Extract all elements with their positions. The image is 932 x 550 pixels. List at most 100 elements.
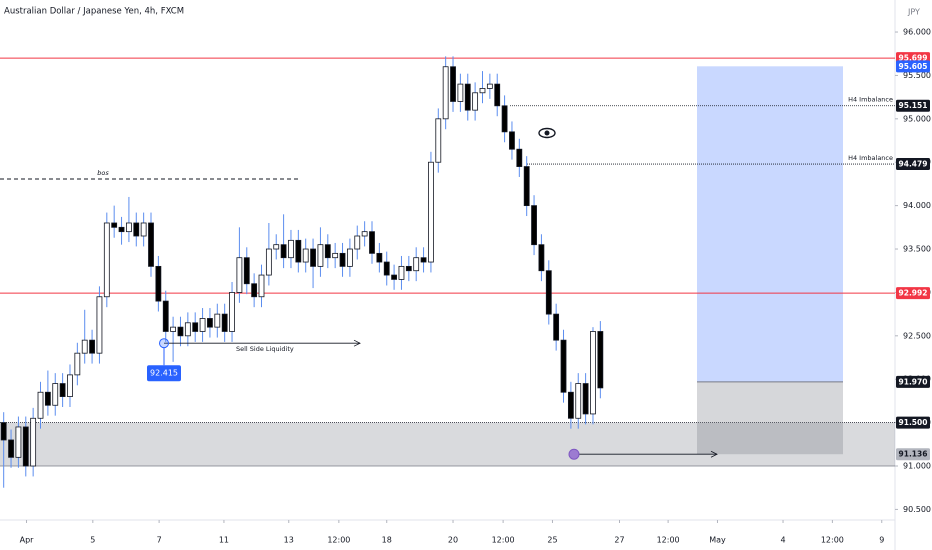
candle-body [501,105,508,133]
stop-box [697,381,843,455]
candle-body [52,383,59,406]
price-tag-text: 91.500 [899,418,928,427]
candle-body [398,265,405,280]
candle-body [472,92,479,111]
candle-body [81,339,88,354]
candle-body [346,248,353,267]
price-tag [896,99,930,112]
candle-body [494,83,501,107]
candle-body [236,257,243,293]
candle-body [258,274,265,298]
arrow-head [710,450,718,458]
candle-body [302,248,309,263]
y-tick-label: 95.000 [903,114,931,123]
price-tag-text: 95.699 [899,54,928,63]
price-tag [896,60,930,73]
liquidity-point [159,338,169,349]
x-tick-label: 4 [780,536,785,545]
price-tag-text: 92.992 [899,289,928,298]
candle-body [457,83,464,102]
candle-body [516,148,523,167]
y-tick-label: 94.000 [903,201,931,210]
x-tick-label: 27 [614,536,624,545]
candle-body [553,313,560,341]
arrow-head [353,339,361,347]
candle-body [59,383,66,397]
candle-body [0,422,7,441]
candle-body [332,252,339,259]
candle-body [575,383,582,419]
price-tag-text: 91.970 [899,377,928,386]
candle-body [199,318,206,332]
candle-body [155,265,162,302]
candle-body [295,239,302,263]
candle-body [464,83,471,111]
candle-body [273,244,280,250]
candle-body [405,265,412,272]
y-tick-label: 95.500 [903,71,931,80]
candle-body [30,417,37,467]
candle-body [420,257,427,263]
candle-body [354,235,361,250]
imbalance-label: H4 Imbalance [848,154,893,162]
price-tag-text: 91.136 [899,450,928,459]
candle-body [251,283,258,298]
candle-body [177,326,184,337]
bos-label: bos [97,169,109,177]
candle-body [184,322,191,337]
x-tick-label: 25 [547,536,557,545]
y-tick-label: 92.500 [903,331,931,340]
candle-body [265,248,272,276]
chart-title: Australian Dollar / Japanese Yen, 4h, FX… [4,7,184,17]
candle-body [567,391,574,419]
candle-body [243,257,250,285]
demand-zone [0,422,895,467]
candle-body [148,222,154,267]
candle-body [22,426,29,467]
candle-body [383,261,390,276]
y-tick-label: 96.000 [903,28,931,37]
candle-body [192,322,199,332]
x-tick-label: 12:00 [492,536,515,545]
price-tag [896,375,930,388]
candle-body [413,257,420,272]
candle-body [288,239,294,259]
candle-body [89,339,95,354]
candle-body [582,383,589,415]
y-tick-label: 90.500 [903,505,931,514]
candle-body [391,274,397,280]
candle-body [376,252,383,263]
candle-body [560,339,567,393]
candle-body [361,231,368,237]
candle-body [126,222,132,233]
candle-body [162,300,169,332]
candle-body [339,252,346,267]
candle-body [74,352,81,376]
x-tick-label: 11 [219,536,229,545]
candle-body [428,161,434,263]
candle-body [509,131,515,150]
candle-body [214,313,221,328]
price-tag-text: 95.151 [899,101,928,110]
candle-body [8,439,14,458]
x-tick-label: May [709,536,726,545]
candle-body [442,66,449,120]
candle-body [229,292,235,332]
liquidity-tag [147,365,181,382]
x-tick-label: 5 [90,536,95,545]
x-tick-label: 7 [157,536,162,545]
x-tick-label: 9 [879,536,884,545]
target-point [568,448,580,460]
candle-body [15,426,22,458]
candle-body [324,244,331,259]
candle-body [140,222,147,237]
x-tick-label: 20 [448,536,458,545]
candle-body [44,391,51,406]
candle-body [96,296,103,354]
candle-body [479,88,486,94]
candle-body [317,244,324,267]
candle-body [435,118,442,163]
candle-body [170,326,177,332]
x-tick-label: Apr [20,536,35,545]
candle-body [597,331,604,389]
